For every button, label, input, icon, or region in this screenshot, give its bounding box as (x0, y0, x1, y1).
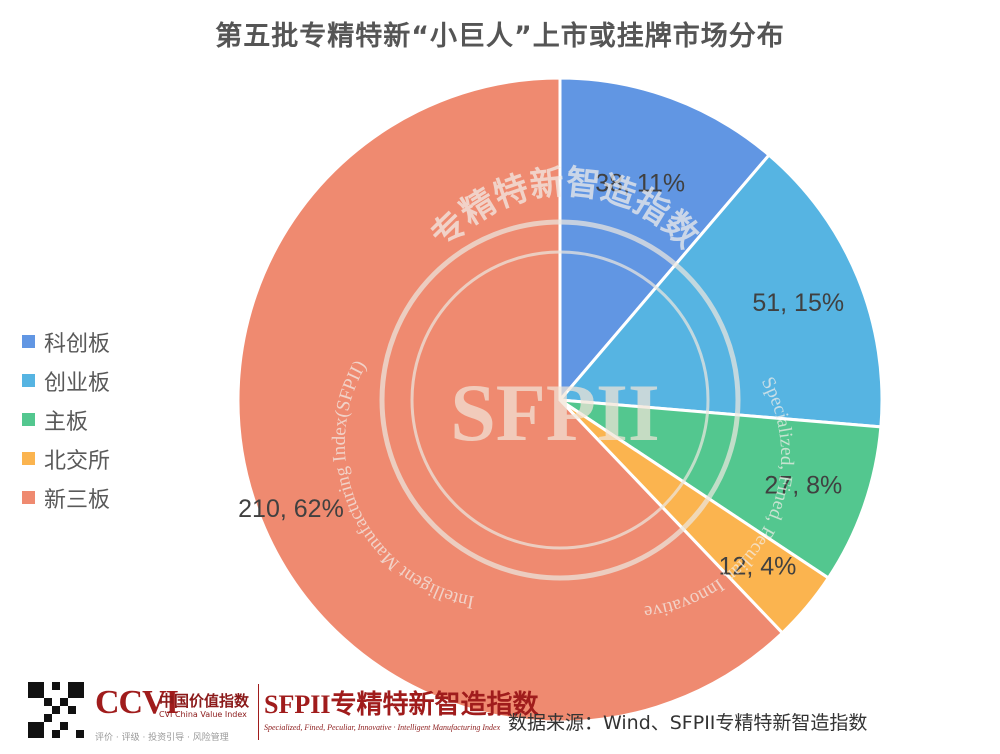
sfpii-logo: SFPII专精特新智造指数 Specialized, Fined, Peculi… (264, 684, 538, 732)
ccvi-tagline: 评价 · 评级 · 投资引导 · 风险管理 (95, 733, 229, 743)
ccvi-mark: CCVI (95, 684, 179, 721)
brand-divider (258, 684, 259, 740)
watermark-inner-ring (410, 250, 710, 550)
data-source-note: 数据来源：Wind、SFPII专精特新智造指数 (508, 712, 868, 734)
slice-data-label-4: 12, 4% (719, 552, 797, 580)
pie-slice-5 (236, 76, 785, 724)
legend-label: 创业板 (44, 370, 111, 396)
slice-data-label-2: 51, 15% (752, 289, 844, 317)
watermark-abbr: SFPII (450, 367, 660, 458)
legend-item-3: 主板 (22, 400, 110, 439)
ccvi-cn-name: 中国价值指数 (159, 692, 250, 710)
legend-label: 新三板 (44, 487, 111, 513)
legend-item-2: 创业板 (22, 361, 110, 400)
slice-data-label-3: 27, 8% (764, 472, 842, 500)
legend-label: 主板 (44, 409, 89, 435)
footer: CCVI 中国价值指数 CVI China Value Index 评价 · 评… (0, 676, 1000, 754)
legend-item-5: 新三板 (22, 478, 110, 517)
legend-swatch (22, 335, 35, 348)
qr-code-icon (28, 682, 84, 738)
pie-slice-1 (558, 76, 772, 405)
legend-swatch (22, 452, 35, 465)
legend-swatch (22, 374, 35, 387)
legend-item-4: 北交所 (22, 439, 110, 478)
ccvi-en-name: CVI China Value Index (159, 710, 247, 719)
watermark-outer-ring (379, 219, 741, 581)
slice-data-label-5: 210, 62% (238, 495, 344, 523)
legend-item-1: 科创板 (22, 322, 110, 361)
slice-data-label-1: 38, 11% (595, 169, 685, 197)
legend-label: 北交所 (44, 448, 111, 474)
legend-label: 科创板 (44, 331, 111, 357)
pie-slice-2 (556, 152, 884, 429)
legend-swatch (22, 491, 35, 504)
legend-swatch (22, 413, 35, 426)
chart-title: 第五批专精特新“小巨人”上市或挂牌市场分布 (215, 21, 785, 52)
ccvi-logo: CCVI 中国价值指数 CVI China Value Index 评价 · 评… (95, 684, 249, 744)
legend: 科创板创业板主板北交所新三板 (22, 322, 110, 517)
pie-slice-3 (559, 398, 883, 581)
sfpii-tagline: Specialized, Fined, Peculiar, Innovative… (264, 723, 501, 732)
sfpii-brand-name: SFPII专精特新智造指数 (264, 690, 539, 719)
